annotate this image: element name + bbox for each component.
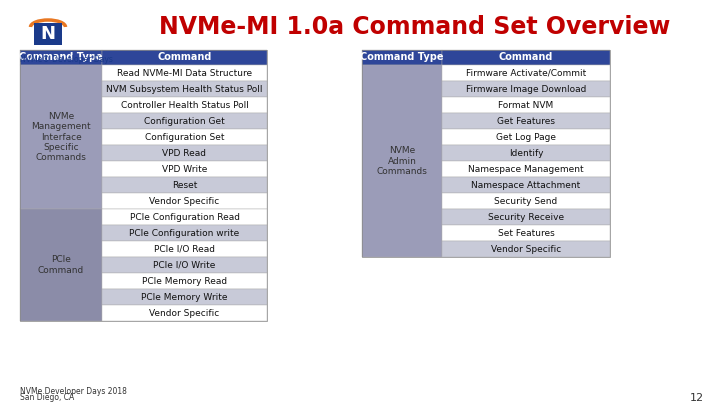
- Bar: [442, 193, 610, 209]
- Bar: [442, 145, 610, 161]
- Text: N: N: [40, 25, 55, 43]
- Text: NVMe
Management
Interface
Specific
Commands: NVMe Management Interface Specific Comma…: [31, 112, 91, 162]
- Text: PCIe
Command: PCIe Command: [38, 255, 84, 275]
- Text: Read NVMe-MI Data Structure: Read NVMe-MI Data Structure: [117, 68, 252, 77]
- Text: NVMe® Developer Days: NVMe® Developer Days: [20, 55, 113, 64]
- Bar: [362, 50, 442, 65]
- Bar: [102, 257, 267, 273]
- Text: Configuration Set: Configuration Set: [145, 132, 224, 141]
- Text: Get Features: Get Features: [497, 117, 555, 126]
- Bar: [102, 209, 267, 225]
- Text: NVMe-MI 1.0a Command Set Overview: NVMe-MI 1.0a Command Set Overview: [159, 15, 671, 39]
- Bar: [442, 177, 610, 193]
- Text: NVMe Developer Days 2018: NVMe Developer Days 2018: [20, 386, 127, 396]
- Text: Security Send: Security Send: [495, 196, 557, 205]
- Text: Command Type: Command Type: [19, 53, 103, 62]
- Bar: [102, 177, 267, 193]
- Text: Namespace Attachment: Namespace Attachment: [472, 181, 580, 190]
- Text: Identify: Identify: [509, 149, 544, 158]
- Bar: [102, 193, 267, 209]
- Text: Security Receive: Security Receive: [488, 213, 564, 222]
- Text: Format NVM: Format NVM: [498, 100, 554, 109]
- Text: Firmware Image Download: Firmware Image Download: [466, 85, 586, 94]
- Bar: [102, 113, 267, 129]
- Bar: [442, 81, 610, 97]
- Bar: [362, 50, 610, 257]
- Bar: [442, 113, 610, 129]
- Bar: [442, 161, 610, 177]
- Bar: [442, 241, 610, 257]
- Bar: [102, 241, 267, 257]
- Text: Command: Command: [499, 53, 553, 62]
- Bar: [102, 129, 267, 145]
- Text: PCIe Memory Read: PCIe Memory Read: [142, 277, 227, 286]
- Bar: [102, 50, 267, 65]
- Text: Firmware Activate/Commit: Firmware Activate/Commit: [466, 68, 586, 77]
- Text: Command: Command: [157, 53, 212, 62]
- Bar: [102, 225, 267, 241]
- Bar: [102, 161, 267, 177]
- Text: Set Features: Set Features: [498, 228, 554, 237]
- Text: PCIe Memory Write: PCIe Memory Write: [141, 292, 228, 301]
- Bar: [102, 273, 267, 289]
- Bar: [102, 97, 267, 113]
- Text: PCIe I/O Read: PCIe I/O Read: [154, 245, 215, 254]
- Bar: [102, 145, 267, 161]
- Text: NVMe
Admin
Commands: NVMe Admin Commands: [377, 146, 428, 176]
- Bar: [20, 50, 102, 65]
- Bar: [442, 129, 610, 145]
- Bar: [442, 65, 610, 81]
- Bar: [20, 209, 102, 321]
- Text: 12: 12: [690, 393, 704, 403]
- Bar: [102, 289, 267, 305]
- Text: Configuration Get: Configuration Get: [144, 117, 225, 126]
- Text: NVM Subsystem Health Status Poll: NVM Subsystem Health Status Poll: [107, 85, 263, 94]
- Text: Reset: Reset: [172, 181, 197, 190]
- Bar: [34, 23, 62, 45]
- Text: San Diego, CA: San Diego, CA: [20, 394, 74, 403]
- Bar: [20, 50, 267, 321]
- Text: Command Type: Command Type: [360, 53, 444, 62]
- Text: VPD Read: VPD Read: [163, 149, 207, 158]
- Bar: [442, 209, 610, 225]
- Text: PCIe Configuration Read: PCIe Configuration Read: [130, 213, 240, 222]
- Bar: [20, 65, 102, 209]
- Text: Get Log Page: Get Log Page: [496, 132, 556, 141]
- Text: PCIe Configuration write: PCIe Configuration write: [130, 228, 240, 237]
- Bar: [102, 65, 267, 81]
- Bar: [362, 65, 442, 257]
- Bar: [102, 81, 267, 97]
- Text: Vendor Specific: Vendor Specific: [149, 309, 220, 318]
- Bar: [442, 50, 610, 65]
- Text: VPD Write: VPD Write: [162, 164, 207, 173]
- Text: Vendor Specific: Vendor Specific: [491, 245, 561, 254]
- Text: Controller Health Status Poll: Controller Health Status Poll: [120, 100, 248, 109]
- Bar: [442, 97, 610, 113]
- Text: Namespace Management: Namespace Management: [468, 164, 584, 173]
- Bar: [102, 305, 267, 321]
- Text: PCIe I/O Write: PCIe I/O Write: [153, 260, 216, 269]
- Bar: [442, 225, 610, 241]
- Text: Vendor Specific: Vendor Specific: [149, 196, 220, 205]
